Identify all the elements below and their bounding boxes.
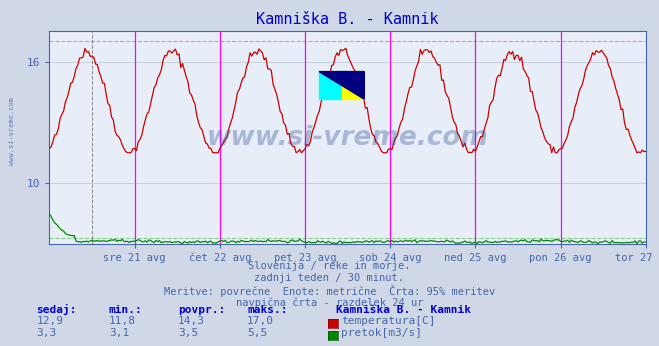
Text: Meritve: povrečne  Enote: metrične  Črta: 95% meritev: Meritve: povrečne Enote: metrične Črta: … (164, 285, 495, 298)
Bar (341, 72, 364, 99)
Title: Kamniška B. - Kamnik: Kamniška B. - Kamnik (256, 12, 439, 27)
Text: maks.:: maks.: (247, 305, 287, 315)
Text: 12,9: 12,9 (36, 316, 63, 326)
Text: 3,3: 3,3 (36, 328, 57, 338)
Text: Slovenija / reke in morje.: Slovenija / reke in morje. (248, 261, 411, 271)
Text: pretok[m3/s]: pretok[m3/s] (341, 328, 422, 338)
Text: min.:: min.: (109, 305, 142, 315)
Text: 3,5: 3,5 (178, 328, 198, 338)
Text: 14,3: 14,3 (178, 316, 205, 326)
Text: Kamniška B. - Kamnik: Kamniška B. - Kamnik (336, 305, 471, 315)
Text: 17,0: 17,0 (247, 316, 274, 326)
Text: sedaj:: sedaj: (36, 304, 76, 315)
Text: navpična črta - razdelek 24 ur: navpična črta - razdelek 24 ur (236, 298, 423, 308)
Text: povpr.:: povpr.: (178, 305, 225, 315)
Text: zadnji teden / 30 minut.: zadnji teden / 30 minut. (254, 273, 405, 283)
Text: 3,1: 3,1 (109, 328, 129, 338)
Bar (319, 72, 341, 99)
Polygon shape (319, 72, 364, 99)
Text: www.si-vreme.com: www.si-vreme.com (9, 98, 14, 165)
Text: temperatura[C]: temperatura[C] (341, 316, 436, 326)
Text: 11,8: 11,8 (109, 316, 136, 326)
Text: 5,5: 5,5 (247, 328, 268, 338)
Text: www.si-vreme.com: www.si-vreme.com (207, 125, 488, 151)
